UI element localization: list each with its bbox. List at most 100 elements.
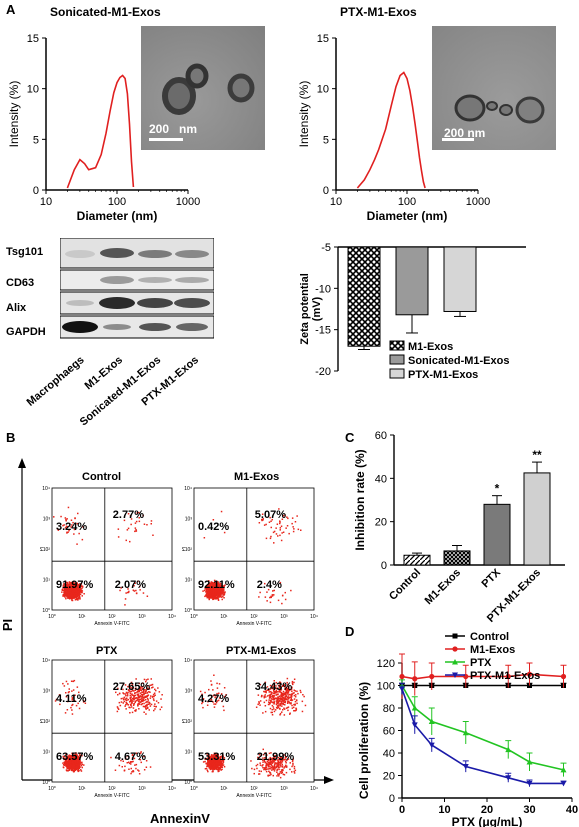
flow-event-dot — [219, 759, 222, 761]
flow-event-dot — [202, 761, 205, 763]
zeta-bar — [443, 246, 477, 312]
panel-label-b: B — [6, 430, 16, 445]
flow-event-dot — [261, 518, 263, 521]
flow-event-dot — [273, 542, 275, 544]
flow-event-dot — [286, 688, 289, 691]
flow-event-dot — [67, 531, 69, 533]
flow-event-dot — [209, 765, 212, 767]
size-distribution-line — [66, 74, 135, 189]
flow-event-dot — [63, 583, 65, 585]
flow-x-tick-label: 10² — [250, 614, 258, 620]
flow-event-dot — [289, 712, 291, 714]
flow-event-dot — [275, 692, 277, 694]
flow-event-dot — [286, 692, 288, 694]
flow-x-tick-label: 10⁰ — [48, 614, 56, 620]
flow-event-dot — [212, 590, 214, 592]
flow-event-dot — [263, 760, 266, 762]
flow-event-dot — [223, 597, 225, 599]
flow-event-dot — [146, 705, 148, 707]
flow-event-dot — [77, 760, 79, 763]
flow-event-dot — [289, 689, 291, 692]
flow-event-dot — [283, 714, 286, 716]
flow-event-dot — [215, 757, 217, 759]
flow-event-dot — [218, 590, 220, 592]
flow-event-dot — [293, 767, 296, 770]
flow-event-dot — [64, 527, 67, 529]
flow-event-dot — [284, 758, 286, 761]
flow-event-dot — [272, 767, 275, 769]
flow-event-dot — [280, 698, 282, 701]
quadrant-percentage: 92.11% — [198, 579, 235, 591]
flow-event-dot — [75, 704, 78, 707]
flow-event-dot — [281, 602, 283, 605]
flow-event-dot — [282, 697, 284, 699]
flow-event-dot — [206, 594, 208, 596]
flow-event-dot — [217, 597, 219, 599]
flow-event-dot — [65, 760, 68, 762]
flow-event-dot — [280, 769, 283, 771]
flow-event-dot — [66, 769, 68, 772]
flow-event-dot — [283, 707, 285, 709]
flow-event-dot — [132, 686, 135, 689]
flow-event-dot — [130, 700, 132, 702]
flow-event-dot — [207, 586, 210, 588]
flow-event-dot — [70, 768, 72, 770]
flow-event-dot — [69, 756, 71, 759]
flow-event-dot — [208, 764, 211, 766]
flow-event-dot — [258, 702, 260, 704]
data-point — [412, 676, 418, 682]
flow-event-dot — [62, 762, 64, 764]
flow-event-dot — [265, 691, 267, 694]
flow-event-dot — [280, 691, 283, 694]
blot-row-label: Tsg101 — [6, 246, 44, 258]
flow-event-dot — [282, 700, 284, 702]
flow-event-dot — [289, 768, 291, 771]
flow-event-dot — [203, 589, 206, 592]
flow-event-dot — [75, 591, 77, 594]
data-point — [462, 729, 469, 736]
flow-event-dot — [209, 767, 211, 770]
flow-event-dot — [75, 582, 77, 584]
flow-event-dot — [81, 761, 83, 764]
flow-event-dot — [60, 515, 62, 518]
flow-event-dot — [277, 766, 279, 768]
flow-sub-y-label: PI — [40, 547, 45, 552]
flow-event-dot — [67, 683, 69, 685]
flow-event-dot — [284, 704, 286, 706]
flow-event-dot — [62, 524, 64, 527]
flow-event-dot — [69, 587, 72, 589]
flow-event-dot — [67, 757, 69, 760]
flow-event-dot — [205, 589, 208, 592]
legend-swatch — [389, 368, 405, 379]
flow-event-dot — [292, 764, 294, 766]
flow-x-arrow — [324, 776, 334, 784]
flow-event-dot — [73, 582, 76, 585]
size-chart-title-2: PTX-M1-Exos — [340, 5, 417, 19]
legend-marker — [452, 672, 458, 678]
flow-event-dot — [140, 695, 142, 697]
flow-event-dot — [76, 764, 79, 767]
flow-event-dot — [66, 765, 69, 768]
flow-event-dot — [68, 759, 70, 761]
flow-event-dot — [160, 706, 163, 708]
flow-event-dot — [218, 764, 220, 767]
flow-title-ptx-m1: PTX-M1-Exos — [226, 645, 297, 657]
flow-event-dot — [217, 758, 219, 760]
flow-event-dot — [145, 706, 147, 708]
flow-event-dot — [221, 756, 223, 759]
flow-event-dot — [75, 597, 78, 599]
flow-event-dot — [81, 586, 84, 588]
flow-event-dot — [72, 587, 75, 589]
flow-event-dot — [77, 595, 79, 597]
flow-event-dot — [271, 595, 274, 597]
data-point — [505, 746, 512, 753]
flow-event-dot — [208, 758, 210, 760]
flow-event-dot — [133, 694, 135, 697]
flow-event-dot — [77, 756, 80, 758]
flow-event-dot — [77, 512, 79, 515]
data-point — [560, 673, 567, 680]
flow-event-dot — [277, 761, 279, 764]
flow-event-dot — [135, 678, 137, 680]
flow-event-dot — [81, 587, 83, 590]
